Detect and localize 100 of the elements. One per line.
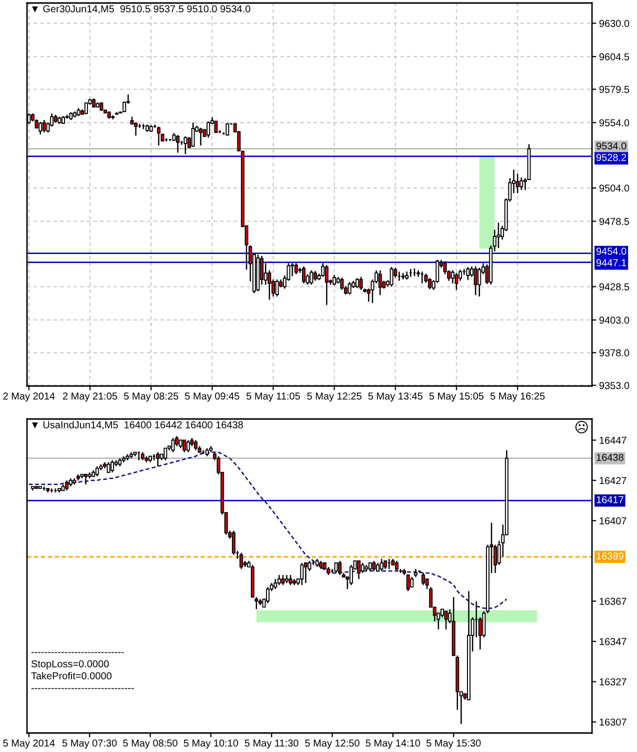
y-tick-label: 9579.5 <box>599 86 630 93</box>
x-tick-label: 5 May 14:10 <box>366 740 420 749</box>
candlestick <box>294 262 298 275</box>
y-tick-label: 9478.5 <box>599 218 630 226</box>
candlestick <box>304 562 308 584</box>
x-tick-label: 5 May 09:45 <box>185 392 240 402</box>
candlestick <box>390 266 394 288</box>
y-tick-label: 16407 <box>600 517 626 524</box>
ref-line-label: 9454.0 <box>596 248 626 255</box>
y-tick-label: 16447 <box>600 436 626 444</box>
candlestick <box>274 578 278 590</box>
x-tick-label: 5 May 2014 <box>3 740 55 749</box>
candlestick <box>334 562 338 574</box>
x-tick-label: 2 May 2014 <box>3 392 55 402</box>
candlestick <box>454 272 458 291</box>
ref-line-label: 16389 <box>596 552 624 560</box>
line-series <box>28 452 508 609</box>
candlestick <box>410 576 414 588</box>
candlestick <box>240 552 243 570</box>
x-tick-label: 5 May 12:50 <box>305 740 360 749</box>
y-tick-label: 9630.0 <box>599 20 630 27</box>
annotation: TakeProfit=0.0000 <box>31 672 112 680</box>
y-tick-label: 9604.5 <box>599 53 630 60</box>
candlestick <box>194 440 198 451</box>
candlestick <box>302 266 306 284</box>
candlestick <box>394 560 398 572</box>
annotation: ------------------------------- <box>31 688 134 689</box>
candlestick <box>214 120 218 134</box>
candlestick <box>266 586 270 604</box>
y-tick-label: 16367 <box>600 598 626 605</box>
candlestick <box>95 466 99 477</box>
chart-title: ▼ Ger30Jun14,M5 9510.5 9537.5 9510.0 9534.0 <box>32 5 250 14</box>
candlestick <box>378 270 382 296</box>
candlestick <box>474 266 478 296</box>
candlestick <box>182 440 186 453</box>
candlestick <box>332 274 336 286</box>
candlestick <box>156 126 160 146</box>
candlestick <box>355 278 359 289</box>
y-tick-label: 9428.5 <box>599 283 630 290</box>
x-tick-label: 2 May 21:05 <box>62 392 118 402</box>
candlestick <box>496 222 500 249</box>
candlestick <box>134 122 138 136</box>
candlestick <box>516 172 520 194</box>
candlestick <box>422 572 425 586</box>
candlestick <box>340 276 344 291</box>
y-tick-label: 16307 <box>600 718 626 726</box>
candlestick <box>300 562 304 586</box>
annotation: ---------------------------- <box>31 652 124 653</box>
candlestick <box>359 276 363 291</box>
x-tick-label: 5 May 16:25 <box>490 392 545 402</box>
ref-line-label: 9534.0 <box>596 142 626 150</box>
x-tick-label: 5 May 11:05 <box>246 392 300 402</box>
x-tick-label: 5 May 12:25 <box>307 392 362 402</box>
candlestick <box>428 278 432 290</box>
candlestick <box>478 267 482 298</box>
x-tick-label: 5 May 08:25 <box>124 392 178 402</box>
candlestick <box>164 448 168 461</box>
candlestick <box>84 474 88 486</box>
annotation: StopLoss=0.0000 <box>31 660 109 670</box>
candlestick <box>106 462 110 473</box>
ref-line-label: 16438 <box>596 454 624 461</box>
candlestick <box>65 480 69 492</box>
ref-line-label: 9447.1 <box>596 259 626 266</box>
x-tick-label: 5 May 11:30 <box>244 740 298 749</box>
y-tick-label: 16347 <box>600 638 626 646</box>
candlestick <box>380 558 384 572</box>
y-tick-label: 9353.0 <box>599 382 630 390</box>
ref-line-label: 16417 <box>596 496 624 504</box>
candlestick <box>466 266 470 281</box>
annotation: ☹ <box>575 420 588 434</box>
candlestick <box>42 119 46 134</box>
candlestick <box>520 176 524 191</box>
candlestick <box>38 121 42 135</box>
candlestick <box>338 560 342 576</box>
x-tick-label: 5 May 15:30 <box>426 740 481 749</box>
candlestick <box>290 262 294 277</box>
candlestick <box>444 610 448 630</box>
candlestick <box>206 120 210 138</box>
y-tick-label: 9504.0 <box>599 184 630 192</box>
y-tick-label: 9403.0 <box>599 316 630 324</box>
x-tick-label: 5 May 15:05 <box>429 392 484 402</box>
candlestick <box>313 270 317 282</box>
candlestick <box>176 134 180 154</box>
candlestick <box>288 574 292 586</box>
candlestick <box>186 440 190 453</box>
candlestick <box>232 530 236 556</box>
candlestick <box>110 460 114 473</box>
x-tick-label: 5 May 13:45 <box>368 392 422 402</box>
candlestick <box>360 562 364 574</box>
candlestick <box>281 574 285 586</box>
candlestick <box>191 122 195 148</box>
candlestick <box>372 560 376 572</box>
y-tick-label: 16327 <box>600 678 626 686</box>
y-tick-label: 9378.0 <box>599 349 630 356</box>
ref-line-label: 9528.2 <box>596 154 626 161</box>
candlestick <box>357 560 361 580</box>
candlestick <box>198 127 202 146</box>
candlestick <box>277 574 281 586</box>
candlestick <box>310 270 314 286</box>
x-tick-label: 5 May 10:10 <box>184 740 238 749</box>
